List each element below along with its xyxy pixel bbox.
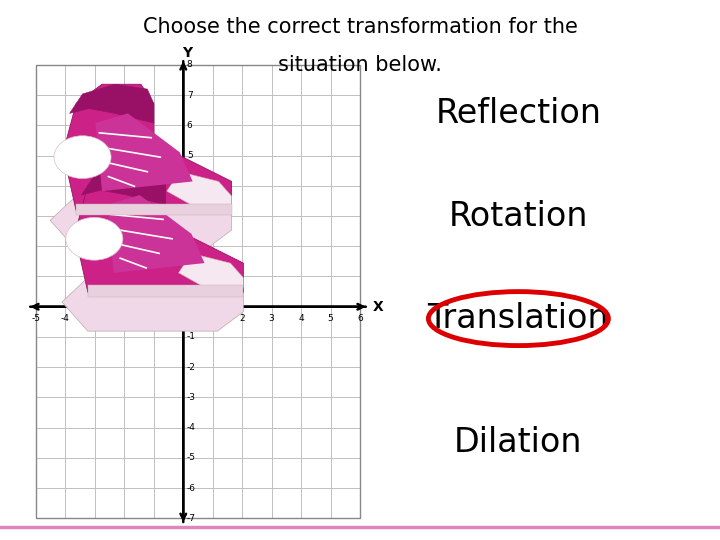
Text: 5: 5	[187, 151, 193, 160]
Bar	[88, 286, 243, 297]
Text: Dilation: Dilation	[454, 426, 582, 460]
Circle shape	[54, 136, 111, 179]
Text: Y: Y	[183, 46, 193, 60]
Polygon shape	[50, 196, 232, 249]
Bar	[76, 204, 232, 215]
Polygon shape	[81, 166, 166, 205]
Text: -4: -4	[61, 314, 70, 323]
Text: -2: -2	[187, 363, 196, 372]
Text: -6: -6	[187, 484, 196, 492]
Text: -5: -5	[32, 314, 40, 323]
Text: 2: 2	[239, 314, 245, 323]
Polygon shape	[179, 253, 243, 287]
Text: 6: 6	[357, 314, 363, 323]
Text: 5: 5	[328, 314, 333, 323]
Text: 4: 4	[187, 181, 192, 190]
Text: X: X	[373, 300, 383, 314]
Circle shape	[66, 218, 123, 260]
Text: 1: 1	[210, 314, 215, 323]
Text: 3: 3	[187, 212, 193, 220]
Text: -2: -2	[120, 314, 129, 323]
Text: 8: 8	[187, 60, 193, 69]
Polygon shape	[70, 84, 154, 123]
Text: Translation: Translation	[428, 302, 609, 335]
Text: Rotation: Rotation	[449, 199, 588, 233]
Text: -5: -5	[187, 454, 196, 462]
Text: 3: 3	[269, 314, 274, 323]
Text: -4: -4	[187, 423, 196, 432]
Text: Reflection: Reflection	[436, 97, 601, 130]
Polygon shape	[63, 84, 232, 211]
Text: -3: -3	[187, 393, 196, 402]
Polygon shape	[96, 113, 193, 191]
Text: situation below.: situation below.	[278, 55, 442, 75]
Text: 1: 1	[187, 272, 193, 281]
Bar	[36, 65, 360, 518]
Text: 6: 6	[187, 121, 193, 130]
Text: 7: 7	[187, 91, 193, 99]
Text: -7: -7	[187, 514, 196, 523]
Text: -3: -3	[91, 314, 99, 323]
Polygon shape	[75, 166, 243, 292]
Text: 4: 4	[298, 314, 304, 323]
Text: 2: 2	[187, 242, 192, 251]
Polygon shape	[62, 278, 243, 331]
Text: -1: -1	[187, 333, 196, 341]
Polygon shape	[107, 195, 204, 273]
Text: Choose the correct transformation for the: Choose the correct transformation for th…	[143, 17, 577, 37]
Text: -1: -1	[149, 314, 158, 323]
Polygon shape	[167, 172, 232, 206]
